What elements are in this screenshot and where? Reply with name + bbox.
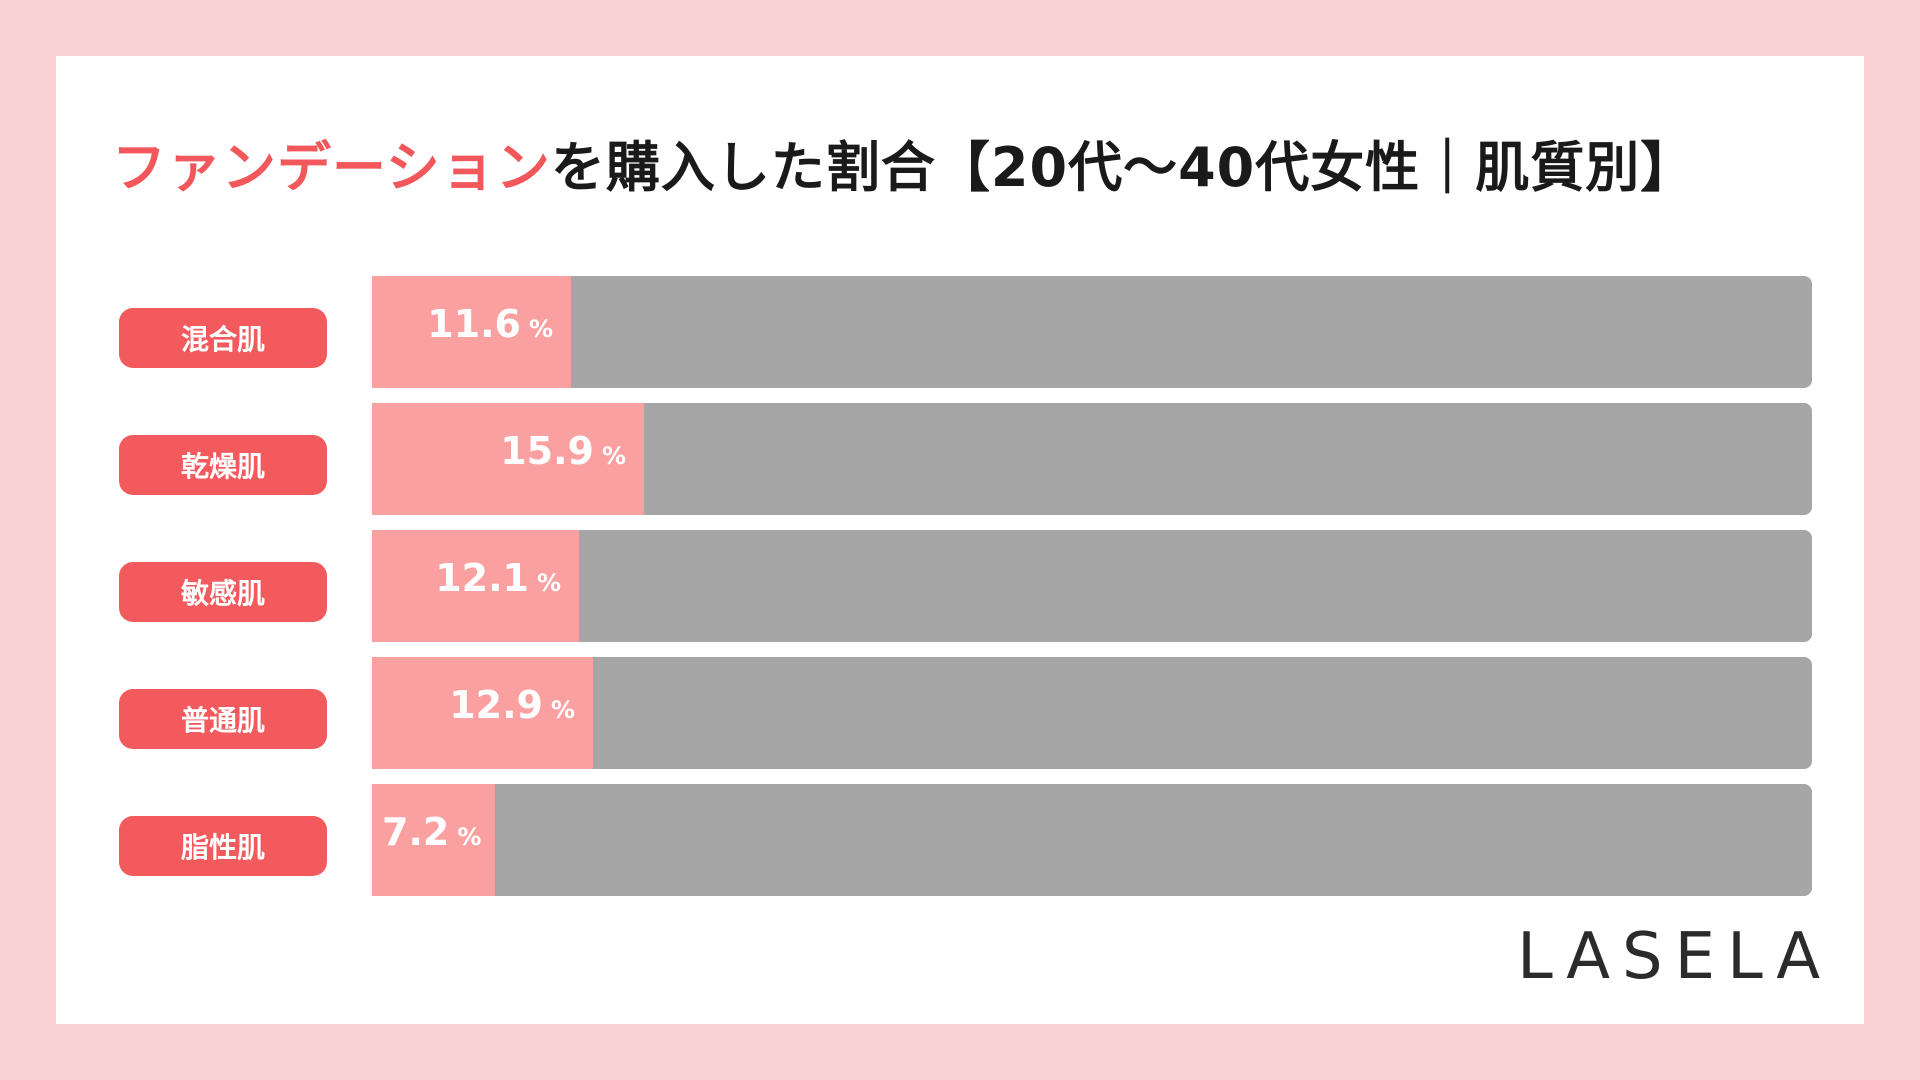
chart-title-accent: ファンデーション xyxy=(112,136,551,199)
chart-title: ファンデーションを購入した割合【20代〜40代女性｜肌質別】 xyxy=(112,128,1695,208)
bar-value-number: 12.9 xyxy=(449,683,543,727)
bar-fill xyxy=(372,403,644,515)
bar-row: 敏感肌 12.1% xyxy=(0,530,1920,642)
category-label: 乾燥肌 xyxy=(119,435,327,495)
bar-track: 7.2% xyxy=(372,784,1812,896)
bar-fill xyxy=(372,784,495,896)
category-label: 普通肌 xyxy=(119,689,327,749)
bar-value-unit: % xyxy=(457,823,482,851)
bar-value-label: 15.9% xyxy=(500,429,626,489)
bar-value-unit: % xyxy=(536,569,561,597)
bar-row: 乾燥肌 15.9% xyxy=(0,403,1920,515)
bar-value-unit: % xyxy=(601,442,626,470)
bar-value-number: 15.9 xyxy=(500,429,594,473)
bar-value-label: 11.6% xyxy=(427,302,553,362)
bar-track: 11.6% xyxy=(372,276,1812,388)
bar-row: 脂性肌 7.2% xyxy=(0,784,1920,896)
bar-value-label: 12.1% xyxy=(435,556,561,616)
chart-title-rest: を購入した割合【20代〜40代女性｜肌質別】 xyxy=(550,136,1696,199)
category-label: 敏感肌 xyxy=(119,562,327,622)
bar-fill xyxy=(372,657,593,769)
bar-row: 普通肌 12.9% xyxy=(0,657,1920,769)
bar-row: 混合肌 11.6% xyxy=(0,276,1920,388)
bar-value-label: 12.9% xyxy=(449,683,575,743)
brand-logo: LASELA xyxy=(1517,920,1832,994)
category-label: 脂性肌 xyxy=(119,816,327,876)
bar-value-unit: % xyxy=(550,696,575,724)
bar-track: 15.9% xyxy=(372,403,1812,515)
bar-value-unit: % xyxy=(528,315,553,343)
bar-value-number: 12.1 xyxy=(435,556,529,600)
bar-fill xyxy=(372,530,579,642)
bar-fill xyxy=(372,276,571,388)
category-label: 混合肌 xyxy=(119,308,327,368)
bar-value-label: 7.2% xyxy=(382,810,481,870)
bar-value-number: 7.2 xyxy=(382,810,450,854)
bar-track: 12.1% xyxy=(372,530,1812,642)
bar-track: 12.9% xyxy=(372,657,1812,769)
bar-value-number: 11.6 xyxy=(427,302,521,346)
